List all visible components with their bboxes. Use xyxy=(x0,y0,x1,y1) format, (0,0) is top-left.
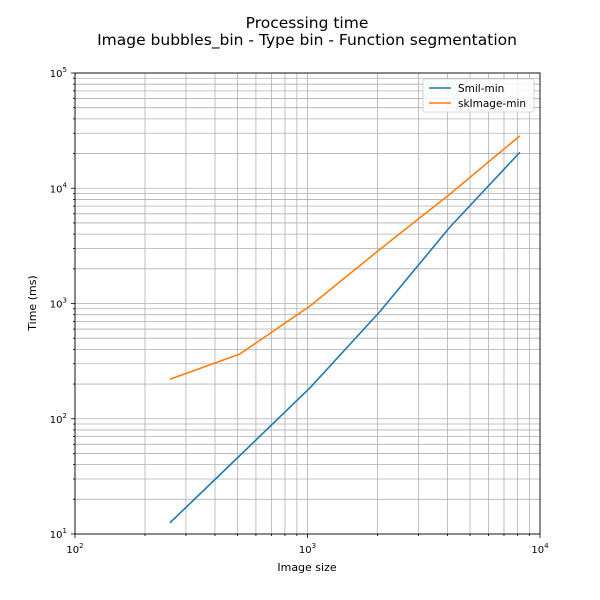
series-line-1 xyxy=(169,151,521,524)
series-line-2 xyxy=(169,135,521,381)
y-tick-label: 104 xyxy=(50,181,68,195)
chart-title: Processing time xyxy=(246,14,369,32)
x-tick-label: 103 xyxy=(299,542,316,556)
legend: Smil-min skImage-min xyxy=(422,78,535,113)
y-tick-label: 105 xyxy=(50,66,67,80)
x-tick-label: 102 xyxy=(66,542,83,556)
y-axis-label: Time (ms) xyxy=(26,275,39,331)
x-tick-label: 104 xyxy=(531,542,549,556)
legend-label-1: Smil-min xyxy=(458,83,504,95)
x-axis-label: Image size xyxy=(277,561,337,574)
plot-series xyxy=(169,135,521,524)
y-tick-label: 103 xyxy=(50,297,67,311)
y-tick-label: 102 xyxy=(50,412,67,426)
y-tick-label: 101 xyxy=(50,527,67,541)
legend-label-2: skImage-min xyxy=(458,98,526,110)
grid xyxy=(74,72,540,535)
chart-subtitle: Image bubbles_bin - Type bin - Function … xyxy=(97,31,517,50)
